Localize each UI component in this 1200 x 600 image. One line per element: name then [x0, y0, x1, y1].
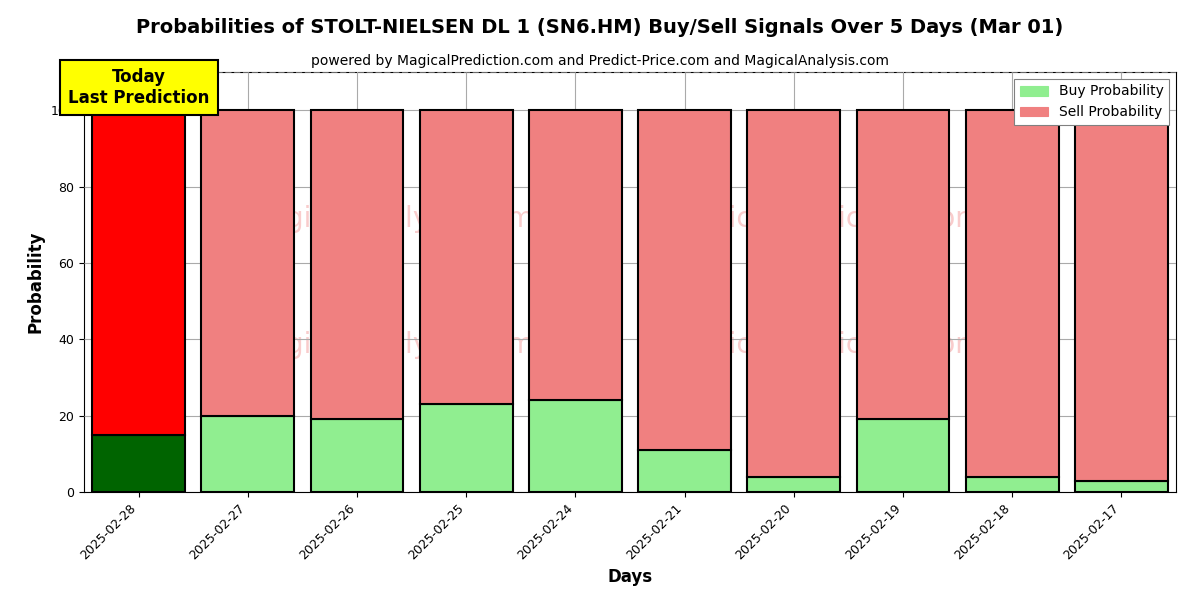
Bar: [311, 110, 403, 419]
Bar: [529, 110, 622, 400]
Bar: [202, 416, 294, 492]
Bar: [202, 110, 294, 416]
Bar: [857, 110, 949, 419]
Bar: [92, 435, 185, 492]
X-axis label: Days: Days: [607, 568, 653, 586]
Text: MagicalAnalysis.com: MagicalAnalysis.com: [245, 205, 534, 233]
Bar: [966, 477, 1058, 492]
Text: Today
Last Prediction: Today Last Prediction: [68, 68, 209, 107]
Bar: [311, 419, 403, 492]
Y-axis label: Probability: Probability: [26, 231, 44, 333]
Bar: [857, 419, 949, 492]
Text: powered by MagicalPrediction.com and Predict-Price.com and MagicalAnalysis.com: powered by MagicalPrediction.com and Pre…: [311, 54, 889, 68]
Bar: [1075, 110, 1168, 481]
Text: MagicalAnalysis.com: MagicalAnalysis.com: [245, 331, 534, 359]
Bar: [529, 400, 622, 492]
Bar: [966, 110, 1058, 477]
Text: MagicalPrediction.com: MagicalPrediction.com: [671, 331, 983, 359]
Bar: [638, 450, 731, 492]
Text: MagicalPrediction.com: MagicalPrediction.com: [671, 205, 983, 233]
Bar: [420, 110, 512, 404]
Bar: [748, 477, 840, 492]
Bar: [748, 110, 840, 477]
Bar: [420, 404, 512, 492]
Bar: [1075, 481, 1168, 492]
Text: Probabilities of STOLT-NIELSEN DL 1 (SN6.HM) Buy/Sell Signals Over 5 Days (Mar 0: Probabilities of STOLT-NIELSEN DL 1 (SN6…: [137, 18, 1063, 37]
Legend: Buy Probability, Sell Probability: Buy Probability, Sell Probability: [1014, 79, 1169, 125]
Bar: [638, 110, 731, 450]
Bar: [92, 110, 185, 435]
